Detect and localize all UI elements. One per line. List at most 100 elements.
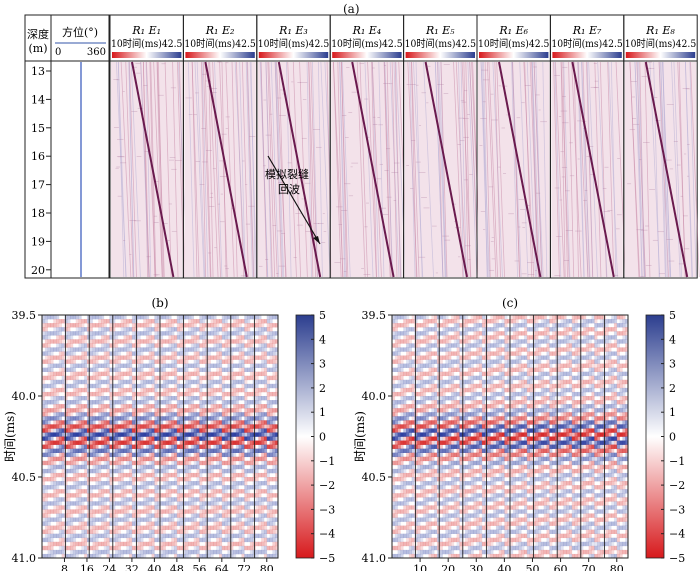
track-title: R₁ E₁ xyxy=(131,24,161,37)
x-tick-label: 70 xyxy=(582,563,596,571)
x-tick-label: 60 xyxy=(554,563,568,571)
track-time-label: 10时间(ms)42.5 xyxy=(405,37,476,50)
colorbar-tick-label: 5 xyxy=(669,309,676,322)
track-colorbar xyxy=(479,52,549,58)
track-title: R₁ E₇ xyxy=(572,24,602,37)
annotation-arrow xyxy=(267,155,321,245)
track-colorbar xyxy=(625,52,696,58)
y-tick-label: 41.0 xyxy=(362,552,387,565)
x-tick-label: 40 xyxy=(497,563,511,571)
fracture-echo-trace xyxy=(277,61,322,278)
x-tick-label: 16 xyxy=(80,563,94,571)
x-tick-label: 80 xyxy=(260,563,274,571)
depth-tick-label: 19 xyxy=(31,235,45,248)
y-tick-label: 39.5 xyxy=(12,309,37,322)
y-axis-label: 时间(ms) xyxy=(353,411,367,462)
annotation-line2: 回波 xyxy=(278,183,300,196)
track-colorbar xyxy=(258,52,329,58)
y-tick-label: 40.0 xyxy=(12,390,37,403)
x-tick-label: 50 xyxy=(525,563,539,571)
track-title: R₁ E₆ xyxy=(498,24,528,37)
colorbar-tick-label: −5 xyxy=(319,552,335,565)
track-colorbar xyxy=(405,52,475,58)
track-time-label: 10时间(ms)42.5 xyxy=(551,37,622,50)
fracture-echo-trace xyxy=(204,61,248,278)
track-time-label: 10时间(ms)42.5 xyxy=(478,37,549,50)
colorbar-tick-label: 4 xyxy=(669,333,676,346)
depth-tick-label: 15 xyxy=(31,122,45,135)
panel-b-waveform-chart: (b)39.540.040.541.0时间(ms)8 16 24 32 40 48 56 64… xyxy=(3,296,335,571)
annotation-line1: 模拟裂缝 xyxy=(265,167,309,181)
colorbar-tick-label: 2 xyxy=(669,382,676,395)
fracture-echo-trace xyxy=(498,61,542,278)
x-tick-label: 64 xyxy=(215,563,229,571)
track-colorbar xyxy=(552,52,622,58)
azimuth-min-label: 0 xyxy=(55,47,61,58)
colorbar-tick-label: 3 xyxy=(319,358,326,371)
colorbar-tick-label: 2 xyxy=(319,382,326,395)
track-colorbar xyxy=(112,52,182,58)
azimuth-column-frame xyxy=(50,14,110,279)
depth-header-line1: 深度 xyxy=(27,27,49,41)
track-time-label: 10时间(ms)42.5 xyxy=(184,37,255,50)
colorbar-tick-label: 1 xyxy=(669,406,676,419)
track-title: R₁ E₂ xyxy=(205,24,235,37)
colorbar-tick-label: 0 xyxy=(669,431,676,444)
azimuth-header: 方位(°) xyxy=(62,25,98,39)
x-tick-label: 24 xyxy=(102,563,116,571)
panel-a-label: (a) xyxy=(343,2,360,16)
x-tick-label: 72 xyxy=(237,563,251,571)
chart-title: (c) xyxy=(502,296,518,310)
colorbar-tick-label: −3 xyxy=(669,503,685,516)
colorbar-tick-label: −2 xyxy=(669,479,685,492)
depth-header-line2: (m) xyxy=(28,42,47,55)
panel-a-logging-image: 深度 (m) 13 14 15 16 17 18 19 20 方位(°) 0 360 R₁ E… xyxy=(24,14,700,279)
fracture-echo-trace xyxy=(424,61,468,278)
y-tick-label: 39.5 xyxy=(362,309,387,322)
track-colorbar xyxy=(332,52,402,58)
x-tick-label: 10 xyxy=(413,563,427,571)
colorbar-tick-label: −3 xyxy=(319,503,335,516)
track-colorbar xyxy=(185,52,255,58)
track-title: R₁ E₈ xyxy=(645,24,675,37)
track-time-label: 10时间(ms)42.5 xyxy=(625,37,696,50)
x-tick-label: 48 xyxy=(170,563,184,571)
colorbar-tick-label: 3 xyxy=(669,358,676,371)
panel-c-waveform-chart: (c)39.540.040.541.0时间(ms)10 20 30 40 50 60 70 8… xyxy=(353,296,685,571)
chart-title: (b) xyxy=(151,296,168,310)
x-tick-label: 8 xyxy=(61,563,68,571)
depth-tick-label: 13 xyxy=(31,65,45,78)
x-tick-label: 56 xyxy=(192,563,206,571)
fracture-echo-trace xyxy=(571,61,615,278)
colorbar-tick-label: 1 xyxy=(319,406,326,419)
track-title: R₁ E₄ xyxy=(352,24,382,37)
track-time-label: 10时间(ms)42.5 xyxy=(111,37,182,50)
fracture-echo-trace xyxy=(351,61,395,278)
y-axis-label: 时间(ms) xyxy=(3,411,17,462)
colorbar-tick-label: −1 xyxy=(319,455,335,468)
plot-frame xyxy=(391,314,629,559)
fracture-echo-trace xyxy=(644,61,689,278)
depth-tick-label: 20 xyxy=(31,264,45,277)
colorbar-tick-label: 5 xyxy=(319,309,326,322)
x-tick-label: 40 xyxy=(147,563,161,571)
y-tick-label: 40.5 xyxy=(362,471,387,484)
depth-tick-label: 16 xyxy=(31,150,45,163)
x-tick-label: 32 xyxy=(125,563,139,571)
depth-tick-labels: 13 14 15 16 17 18 19 20 xyxy=(31,65,51,277)
colorbar-tick-label: −1 xyxy=(669,455,685,468)
x-tick-label: 20 xyxy=(441,563,455,571)
colorbar-tick-label: 0 xyxy=(319,431,326,444)
colorbar-tick-label: −5 xyxy=(669,552,685,565)
y-tick-label: 40.5 xyxy=(12,471,37,484)
colorbar-tick-label: −2 xyxy=(319,479,335,492)
depth-tick-label: 17 xyxy=(31,179,45,192)
track-title: R₁ E₅ xyxy=(425,24,455,37)
